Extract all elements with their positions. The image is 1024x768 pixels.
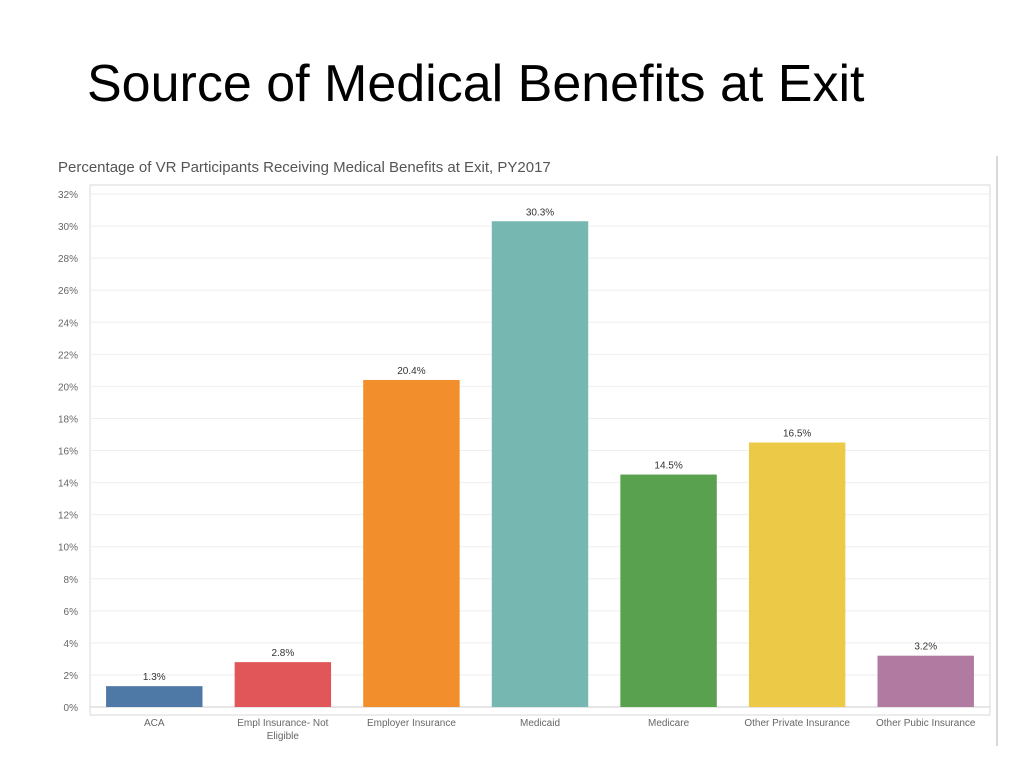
x-tick-label: Other Private Insurance: [744, 718, 850, 729]
x-tick-label: Employer Insurance: [367, 718, 456, 729]
bar: [106, 686, 203, 707]
y-tick-label: 24%: [58, 318, 78, 329]
divider: [996, 156, 998, 746]
y-tick-label: 18%: [58, 414, 78, 425]
y-tick-label: 30%: [58, 222, 78, 233]
y-tick-label: 16%: [58, 447, 78, 458]
data-label: 2.8%: [271, 648, 294, 659]
y-tick-label: 20%: [58, 382, 78, 393]
data-labels: 1.3% 2.8% 20.4% 30.3% 14.5% 16.5% 3.2%: [143, 207, 937, 683]
data-label: 30.3%: [526, 207, 554, 218]
x-tick-label-line: Employer Insurance: [367, 718, 456, 729]
y-tick-label: 4%: [64, 639, 79, 650]
y-tick-label: 12%: [58, 511, 78, 522]
y-tick-label: 22%: [58, 350, 78, 361]
bar: [620, 474, 717, 707]
x-tick-label: Medicare: [648, 718, 690, 729]
x-tick-label: Other Pubic Insurance: [876, 718, 976, 729]
bar: [877, 655, 974, 707]
chart-title: Percentage of VR Participants Receiving …: [58, 159, 551, 176]
y-tick-label: 0%: [64, 703, 79, 714]
y-tick-label: 2%: [64, 671, 79, 682]
x-tick-label-line: Other Pubic Insurance: [876, 718, 976, 729]
x-tick-label-line: Eligible: [267, 731, 300, 742]
y-axis: 0% 2% 4% 6% 8% 10% 12% 14% 16% 18% 20% 22% 24% 26% 28%…: [58, 190, 78, 714]
x-tick-label-line: Other Private Insurance: [744, 718, 850, 729]
x-tick-label-line: Empl Insurance- Not: [237, 718, 328, 729]
bars: [106, 221, 974, 708]
x-tick-label: Medicaid: [520, 718, 560, 729]
y-tick-label: 32%: [58, 190, 78, 201]
y-tick-label: 14%: [58, 479, 78, 490]
bar: [363, 379, 460, 707]
bar: [748, 442, 846, 707]
y-tick-label: 6%: [64, 607, 79, 618]
data-label: 1.3%: [143, 672, 166, 683]
bar-chart: Percentage of VR Participants Receiving …: [40, 150, 1000, 750]
x-tick-label-line: Medicare: [648, 718, 690, 729]
data-label: 3.2%: [914, 642, 937, 653]
y-tick-label: 26%: [58, 286, 78, 297]
x-tick-label-line: ACA: [144, 718, 165, 729]
bar: [234, 662, 332, 707]
data-label: 16.5%: [783, 428, 811, 439]
y-tick-label: 10%: [58, 543, 78, 554]
x-tick-label-line: Medicaid: [520, 718, 560, 729]
y-tick-label: 28%: [58, 254, 78, 265]
bar: [491, 221, 589, 708]
x-tick-label: Empl Insurance- Not Eligible: [237, 718, 328, 742]
y-tick-label: 8%: [64, 575, 79, 586]
x-tick-label: ACA: [144, 718, 165, 729]
data-label: 14.5%: [654, 461, 682, 472]
data-label: 20.4%: [397, 366, 425, 377]
slide-title: Source of Medical Benefits at Exit: [87, 55, 865, 113]
x-axis: ACA Empl Insurance- Not Eligible Employer I…: [144, 718, 976, 742]
chart-svg: Percentage of VR Participants Receiving …: [58, 159, 991, 742]
